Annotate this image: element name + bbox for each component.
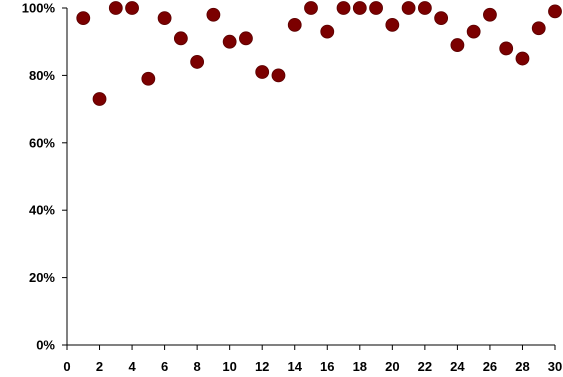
data-point [385,17,400,32]
data-points [76,1,562,106]
y-tick-label: 20% [29,270,55,285]
x-tick-label: 14 [287,359,302,374]
data-point [466,24,481,39]
data-point [92,92,107,106]
y-tick-label: 80% [29,68,55,83]
x-tick-label: 28 [515,359,529,374]
data-point [271,68,286,83]
data-point [173,31,188,46]
data-point [450,38,465,52]
data-point [125,1,139,15]
x-tick-label: 0 [63,359,70,374]
x-axis-ticks: 0 2 4 6 8 10 12 14 16 18 20 22 24 26 28 30 [63,345,562,374]
data-point [287,17,302,32]
data-point [499,41,514,56]
data-point [352,1,367,15]
x-tick-label: 22 [418,359,432,374]
data-point [206,7,221,22]
data-point [157,11,172,26]
x-tick-label: 24 [450,359,465,374]
x-tick-label: 20 [385,359,399,374]
x-tick-label: 16 [320,359,334,374]
x-tick-label: 30 [548,359,562,374]
x-tick-label: 18 [353,359,367,374]
data-point [369,1,383,15]
x-tick-label: 4 [128,359,136,374]
y-axis-ticks: 0% 20% 40% 60% 80% 100% [22,1,67,353]
y-tick-label: 40% [29,203,55,218]
data-point [304,1,318,15]
data-point [108,1,123,15]
data-point [483,7,497,22]
x-tick-label: 8 [194,359,201,374]
x-tick-label: 10 [222,359,236,374]
data-point [76,11,91,26]
data-point [255,65,270,79]
x-tick-label: 2 [96,359,103,374]
y-tick-label: 60% [29,135,55,150]
data-point [222,34,237,49]
data-point [336,1,351,15]
data-point [434,11,449,26]
data-point [548,4,562,19]
data-point [531,21,546,36]
x-tick-label: 26 [483,359,497,374]
x-tick-label: 6 [161,359,168,374]
data-point [190,55,205,69]
y-tick-label: 100% [22,1,56,16]
x-tick-label: 12 [255,359,269,374]
data-point [515,51,530,66]
data-point [417,1,432,15]
y-tick-label: 0% [36,338,55,353]
data-point [141,71,156,86]
data-point [401,1,416,15]
data-point [239,31,253,46]
data-point [320,24,335,39]
chart-axes [66,8,555,346]
